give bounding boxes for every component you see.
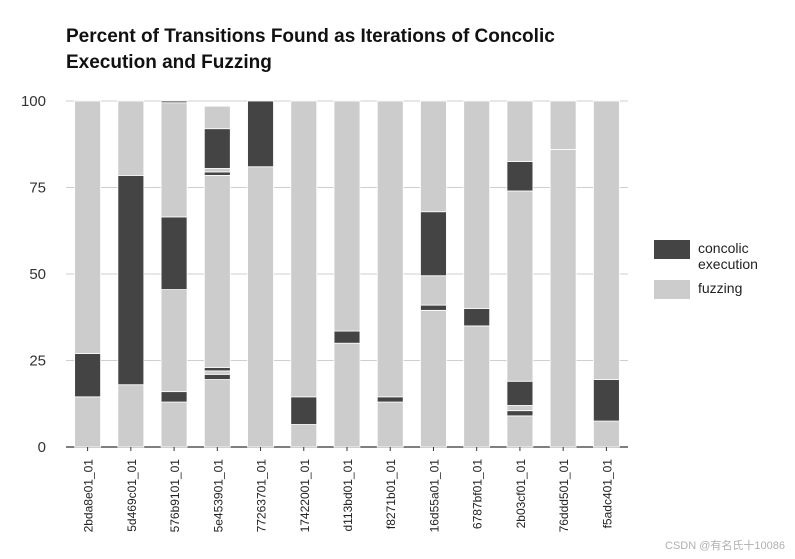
bar-segment-fuzzing (203, 379, 231, 448)
x-tick-label: 5d469c01_01 (125, 459, 139, 532)
bar-segment-fuzzing (333, 100, 361, 332)
x-tick-label: 6787bf01_01 (471, 459, 485, 529)
bar-segment-fuzzing (290, 424, 318, 448)
bar-segment-fuzzing (463, 100, 491, 310)
bar-segment-concolic (420, 304, 447, 311)
legend-label-concolic: concolic execution (698, 240, 758, 272)
bar-segment-fuzzing (333, 342, 361, 448)
bar-segment-concolic (160, 391, 188, 403)
y-tick-label: 100 (21, 93, 46, 110)
bar-segment-fuzzing (376, 100, 404, 398)
bar-segment-concolic (117, 174, 145, 386)
x-tick-label: d113bd01_01 (341, 459, 355, 532)
bar-segment-fuzzing (247, 166, 274, 448)
bar-segment-concolic (203, 171, 231, 176)
bar-segment-fuzzing (74, 100, 101, 354)
bar-segment-fuzzing (506, 100, 534, 162)
bar-segment-concolic (160, 216, 188, 290)
x-tick-label: 576b9101_01 (168, 459, 182, 533)
bar-segment-fuzzing (160, 401, 188, 448)
bar-segment-fuzzing (160, 102, 188, 218)
y-tick-label: 75 (29, 180, 46, 197)
legend-item-fuzzing: fuzzing (654, 280, 788, 299)
bar-segment-concolic (506, 410, 534, 417)
chart-title: Percent of Transitions Found as Iteratio… (66, 26, 555, 73)
bar-segment-fuzzing (117, 384, 145, 448)
bar-segment-concolic (420, 211, 447, 277)
legend-item-concolic: concolic execution (654, 240, 788, 272)
y-tick-label: 0 (38, 439, 46, 456)
x-tick-label: 16d55a01_01 (427, 459, 441, 533)
chart-legend: concolic execution fuzzing (654, 240, 788, 307)
x-tick-label: f8271b01_01 (384, 459, 398, 529)
bar-segment-fuzzing (506, 190, 534, 382)
bar-segment-concolic (333, 330, 361, 344)
bar-segment-fuzzing (74, 396, 101, 448)
bar-segment-concolic (247, 100, 274, 168)
bar-segment-fuzzing (463, 325, 491, 448)
bar-segment-fuzzing (203, 174, 231, 368)
bar-segment-fuzzing (290, 100, 318, 398)
legend-swatch-concolic (654, 240, 690, 259)
bar-segment-fuzzing (203, 105, 231, 130)
bar-segment-fuzzing (203, 168, 231, 173)
watermark: CSDN @有名氏十10086 (665, 540, 785, 552)
bar-segment-concolic (203, 128, 231, 169)
bar-segment-concolic (290, 396, 318, 425)
bar-segment-concolic (203, 373, 231, 380)
x-tick-label: 5e453901_01 (211, 459, 225, 533)
bar-segment-concolic (74, 353, 101, 398)
bar-segment-concolic (463, 308, 491, 327)
bar-segment-fuzzing (160, 289, 188, 393)
bar-segment-fuzzing (506, 415, 534, 448)
bar-segment-concolic (593, 379, 620, 422)
x-tick-label: 2bda8e01_01 (82, 459, 96, 533)
bar-segment-fuzzing (117, 100, 145, 176)
x-tick-label: 77263701_01 (255, 459, 269, 533)
bar-segment-fuzzing (420, 100, 447, 213)
y-tick-label: 50 (29, 266, 46, 283)
bar-segment-fuzzing (549, 100, 577, 150)
bar-segment-fuzzing (420, 275, 447, 306)
bar-segment-concolic (506, 161, 534, 192)
bar-segment-fuzzing (203, 370, 231, 375)
x-tick-label: 2b03cf01_01 (514, 459, 528, 529)
bar-segment-fuzzing (593, 420, 620, 448)
bar-segment-concolic (506, 380, 534, 406)
bar-segment-fuzzing (549, 149, 577, 448)
x-tick-label: 17422001_01 (298, 459, 312, 533)
bar-segment-fuzzing (593, 100, 620, 380)
legend-swatch-fuzzing (654, 280, 690, 299)
bar-segment-concolic (160, 100, 188, 104)
bar-segment-concolic (376, 396, 404, 403)
bar-segment-fuzzing (420, 309, 447, 448)
x-tick-label: f5adc401_01 (600, 459, 614, 529)
legend-label-fuzzing: fuzzing (698, 280, 743, 296)
bar-segment-concolic (203, 367, 231, 372)
y-tick-label: 25 (29, 353, 46, 370)
bar-segment-fuzzing (506, 405, 534, 412)
x-tick-label: 76ddd501_01 (557, 459, 571, 533)
bar-segment-fuzzing (376, 401, 404, 448)
